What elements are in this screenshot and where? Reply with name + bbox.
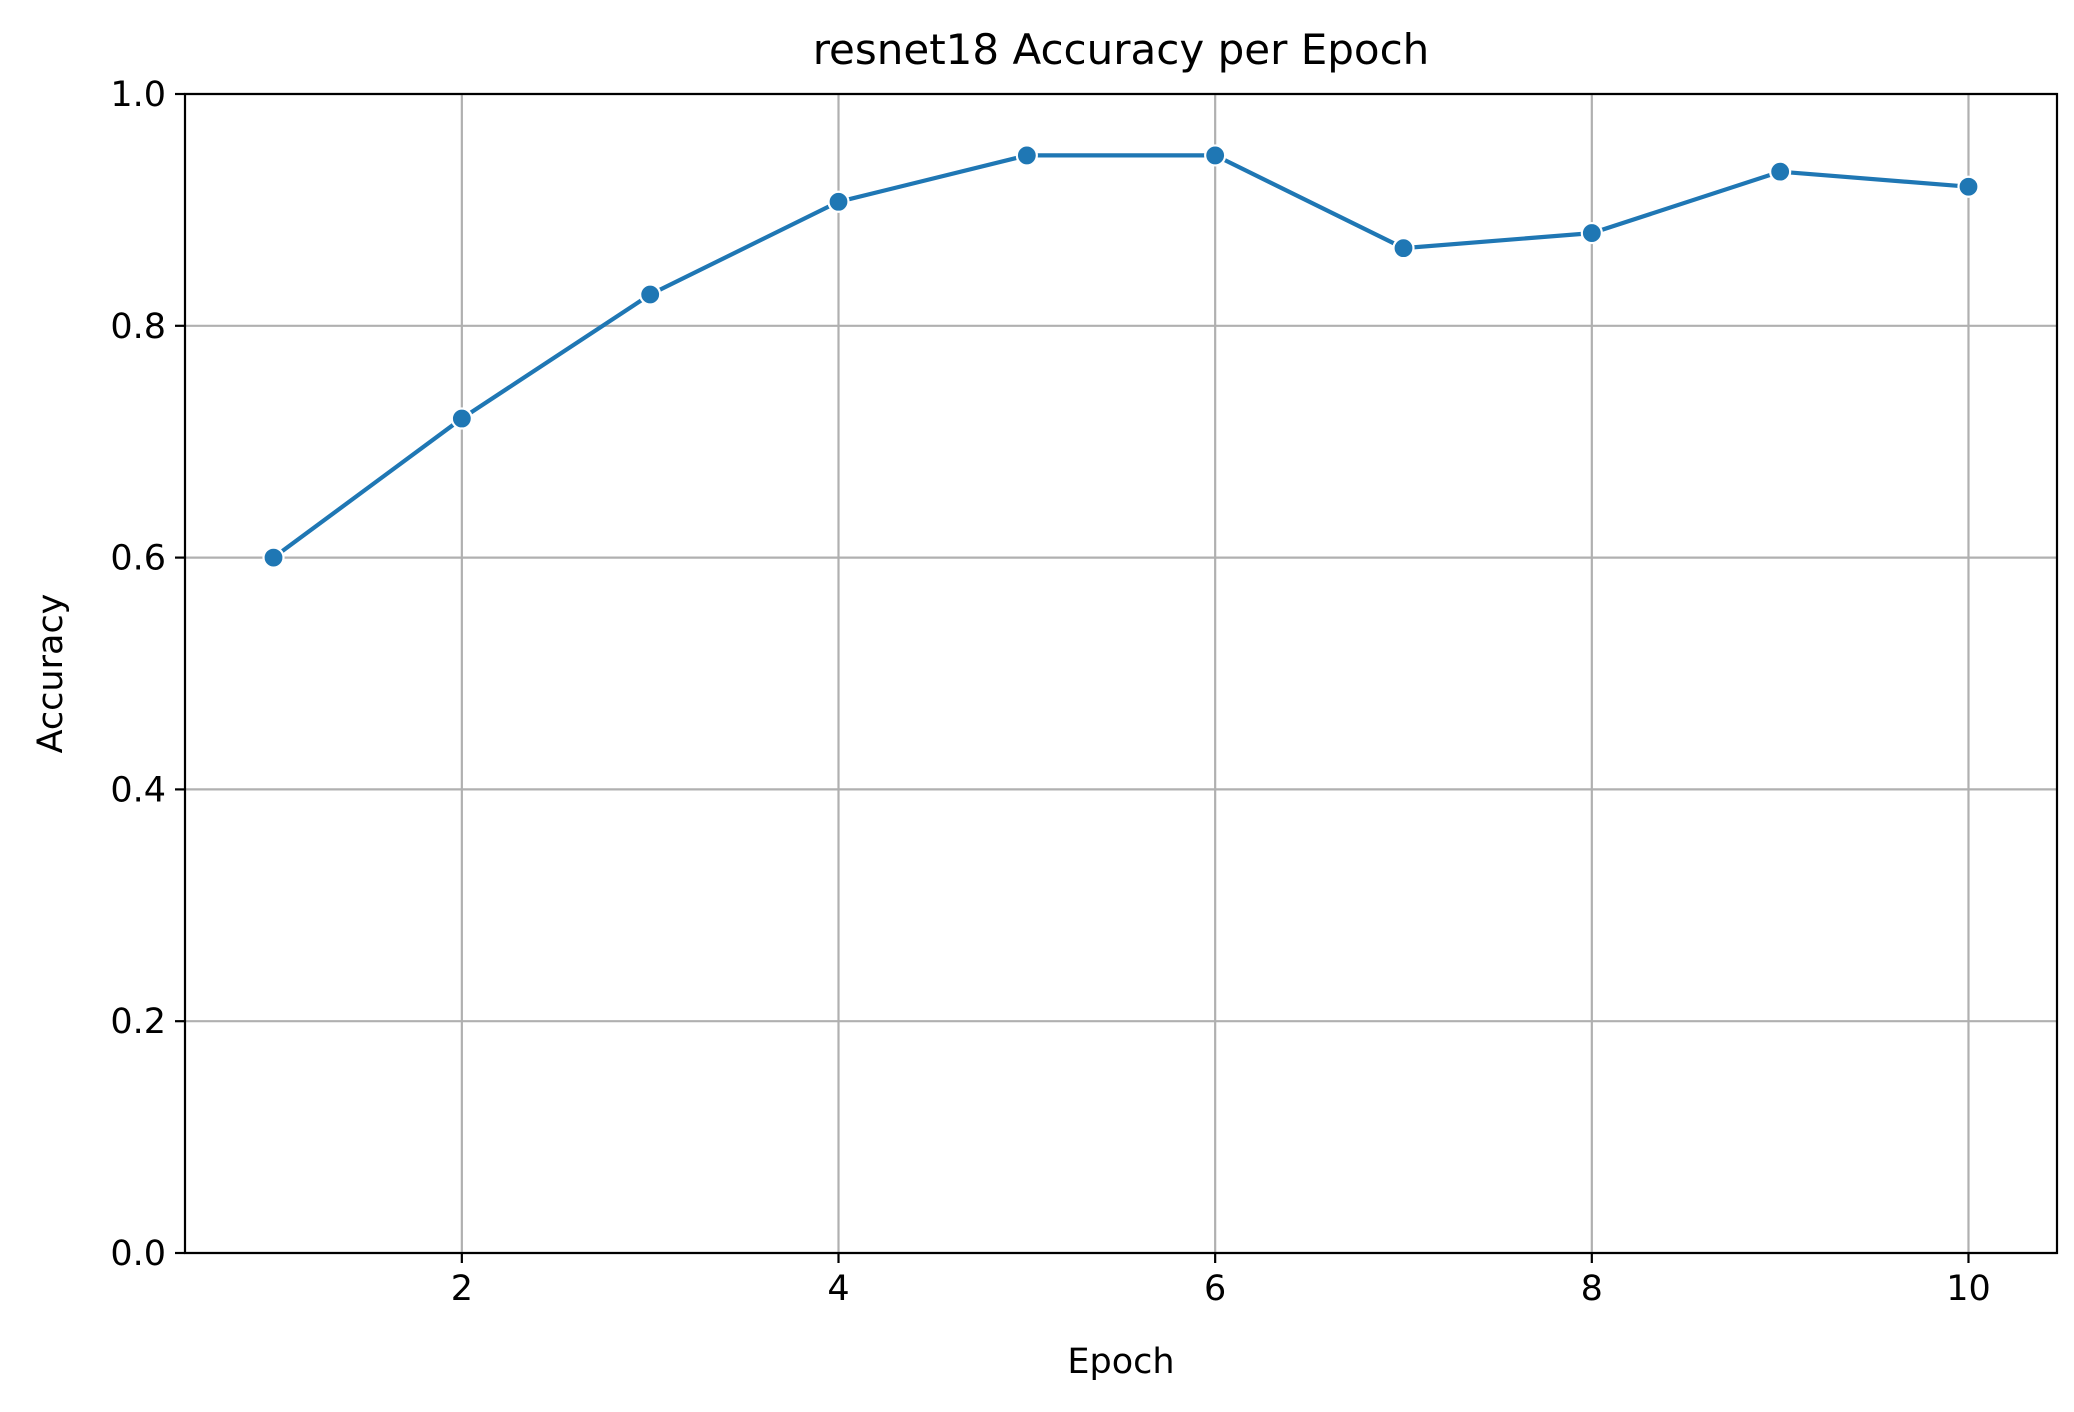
x-tick-label: 8 xyxy=(1581,1269,1603,1309)
tick-layer: 2 4 6 8 10 0.0 0.2 0.4 0.6 0.8 1.0 xyxy=(110,75,1990,1309)
y-tick-label: 0.4 xyxy=(110,770,166,810)
x-tick-label: 2 xyxy=(451,1269,473,1309)
accuracy-data-point xyxy=(1580,221,1603,245)
series-layer xyxy=(262,144,1980,569)
y-axis-label: Accuracy xyxy=(31,594,71,754)
y-tick-label: 0.2 xyxy=(110,1002,166,1042)
x-tick-label: 10 xyxy=(1946,1269,1991,1309)
accuracy-series-line xyxy=(271,153,1971,560)
accuracy-data-point xyxy=(450,407,473,430)
y-tick-label: 0.8 xyxy=(110,307,166,347)
plot-frame xyxy=(183,92,2059,1255)
y-tick-label: 0.6 xyxy=(110,539,166,579)
x-axis-label: Epoch xyxy=(1067,1342,1174,1382)
accuracy-data-point xyxy=(1015,144,1038,167)
chart-title: resnet18 Accuracy per Epoch xyxy=(813,25,1430,74)
accuracy-data-point xyxy=(1392,237,1415,260)
y-tick-label: 0.0 xyxy=(110,1234,166,1274)
x-tick-label: 6 xyxy=(1204,1269,1226,1309)
accuracy-data-point xyxy=(262,546,285,569)
y-tick-label: 1.0 xyxy=(110,75,166,115)
x-tick-label: 4 xyxy=(827,1269,849,1309)
grid-layer xyxy=(185,92,2057,1255)
accuracy-data-point xyxy=(639,283,662,306)
accuracy-data-point xyxy=(827,190,850,213)
accuracy-data-point xyxy=(1957,175,1980,198)
accuracy-data-point xyxy=(1204,144,1227,167)
accuracy-data-point xyxy=(1769,160,1792,183)
